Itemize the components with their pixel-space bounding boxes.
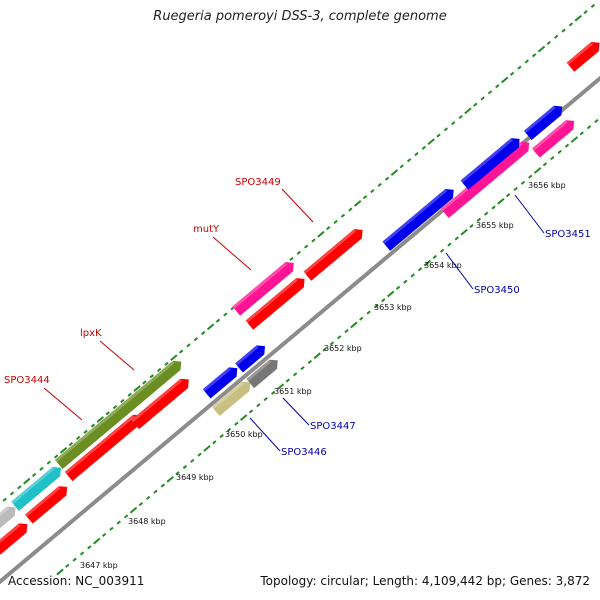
- tick-dot-tracks: [2, 3, 599, 576]
- gene-label-spo3447: SPO3447: [310, 421, 356, 432]
- tick-label: 3656 kbp: [528, 181, 566, 190]
- tick-label: 3648 kbp: [128, 517, 166, 526]
- leader-line: [445, 252, 474, 290]
- gene-features: [0, 42, 600, 555]
- tick-label: 3654 kbp: [424, 261, 462, 270]
- gene-magenta-right: [531, 120, 575, 158]
- tick-labels: 3647 kbp 3648 kbp 3649 kbp 3650 kbp 3651 kbp…: [80, 181, 566, 570]
- tick-dots-inner: [56, 118, 599, 576]
- leader-line: [281, 188, 314, 223]
- leader-line: [249, 417, 281, 452]
- gene-gray-left: [0, 506, 16, 532]
- gene-SPO3449: [303, 229, 363, 281]
- gene-label-spo3444: SPO3444: [4, 375, 50, 386]
- tick-label: 3651 kbp: [274, 387, 312, 396]
- gene-label-spo3449: SPO3449: [235, 177, 281, 188]
- leader-line: [99, 340, 135, 371]
- map-title: Ruegeria pomeroyi DSS-3, complete genome: [153, 9, 447, 24]
- tick-label: 3649 kbp: [176, 473, 214, 482]
- gene-label-lpxk: lpxK: [80, 328, 102, 339]
- leader-line: [43, 387, 83, 421]
- leader-line: [212, 236, 252, 271]
- gene-blue-mid: [460, 138, 520, 190]
- gene-red-c: [24, 486, 68, 524]
- gene-label-spo3451: SPO3451: [545, 229, 591, 240]
- genome-summary: Topology: circular; Length: 4,109,442 bp…: [260, 574, 590, 588]
- gene-label-spo3446: SPO3446: [281, 447, 327, 458]
- leader-line: [282, 397, 310, 426]
- gene-SPO3450: [382, 188, 454, 251]
- gene-labels: SPO3444 lpxK mutY SPO3449 SPO3446 SPO3447 SPO3…: [4, 177, 591, 458]
- gene-label-muty: mutY: [193, 224, 220, 235]
- tick-label: 3653 kbp: [374, 303, 412, 312]
- tick-label: 3652 kbp: [324, 344, 362, 353]
- leader-line: [514, 194, 545, 234]
- gene-cyan: [11, 466, 61, 511]
- gene-SPO3446: [211, 381, 251, 417]
- tick-label: 3650 kbp: [225, 430, 263, 439]
- gene-SPO3451: [441, 141, 530, 218]
- gene-red-top-right: [566, 42, 600, 72]
- accession-label: Accession: NC_003911: [8, 574, 145, 588]
- gene-gray-mid: [246, 359, 278, 389]
- gene-blue-small: [235, 345, 266, 373]
- gene-label-spo3450: SPO3450: [474, 285, 520, 296]
- gene-blue-top: [523, 105, 563, 141]
- gene-red-b: [131, 378, 189, 430]
- tick-label: 3647 kbp: [80, 561, 118, 570]
- gene-red-e: [245, 278, 305, 330]
- tick-label: 3655 kbp: [476, 221, 514, 230]
- gene-lpxK: [54, 360, 182, 470]
- gene-SPO3447: [202, 367, 238, 399]
- gene-red-a: [64, 414, 142, 482]
- gene-mutY: [232, 262, 294, 316]
- gene-red-d: [0, 523, 28, 555]
